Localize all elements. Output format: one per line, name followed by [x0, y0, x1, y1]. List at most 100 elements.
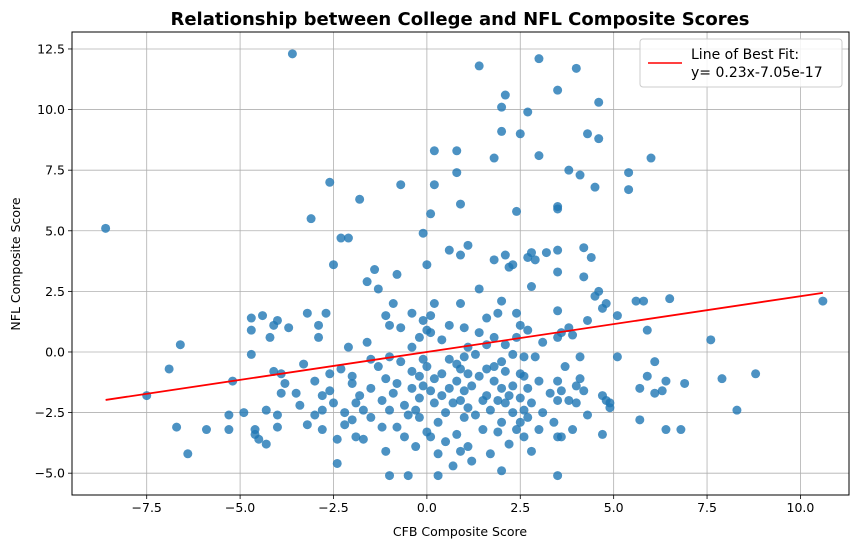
data-point	[396, 180, 406, 190]
data-point	[508, 381, 518, 391]
data-point	[650, 357, 660, 367]
data-point	[328, 260, 338, 270]
x-tick-label: 10.0	[787, 500, 815, 515]
data-point	[474, 284, 484, 294]
data-point	[534, 376, 544, 386]
legend-box	[639, 38, 843, 88]
data-point	[515, 320, 525, 330]
data-point	[575, 170, 585, 180]
data-point	[414, 393, 424, 403]
data-point	[519, 405, 529, 415]
data-point	[508, 349, 518, 359]
data-point	[444, 245, 454, 255]
data-point	[497, 102, 507, 112]
data-point	[284, 323, 294, 333]
data-point	[418, 228, 428, 238]
y-tick-label: 2.5	[45, 284, 65, 299]
data-point	[306, 214, 316, 224]
data-point	[456, 395, 465, 405]
data-point	[493, 395, 503, 405]
data-point	[493, 308, 503, 318]
data-point	[538, 337, 548, 347]
data-point	[291, 388, 301, 398]
data-point	[459, 412, 469, 422]
data-point	[489, 255, 499, 265]
data-point	[272, 422, 282, 432]
data-point	[485, 449, 495, 459]
data-point	[594, 134, 604, 144]
data-point	[612, 311, 622, 321]
data-point	[601, 298, 611, 308]
data-point	[340, 408, 350, 418]
data-point	[444, 354, 454, 364]
y-tick-label: 10.0	[37, 102, 65, 117]
data-point	[474, 61, 484, 71]
data-point	[512, 308, 522, 318]
data-point	[317, 425, 327, 435]
data-point	[444, 383, 454, 393]
best-fit-line	[105, 291, 823, 401]
data-point	[467, 381, 477, 391]
data-point	[362, 277, 372, 287]
data-point	[456, 446, 465, 456]
data-point	[556, 432, 566, 442]
fit-line-group	[105, 291, 823, 401]
data-point	[456, 199, 465, 209]
data-point	[650, 388, 660, 398]
data-point	[254, 434, 264, 444]
data-point	[325, 386, 335, 396]
data-point	[579, 243, 589, 253]
data-point	[381, 446, 391, 456]
data-point	[538, 408, 548, 418]
data-point	[590, 182, 600, 192]
data-point	[358, 434, 368, 444]
data-point	[463, 442, 473, 452]
data-point	[347, 415, 357, 425]
data-point	[261, 439, 271, 449]
x-tick-label: 7.5	[697, 500, 717, 515]
data-point	[732, 405, 742, 415]
data-point	[470, 349, 480, 359]
data-point	[459, 352, 469, 362]
data-point	[508, 408, 518, 418]
data-point	[553, 306, 563, 316]
data-point	[568, 330, 578, 340]
data-point	[515, 129, 525, 139]
data-point	[414, 371, 424, 381]
data-point	[497, 126, 507, 136]
data-point	[280, 378, 290, 388]
data-point	[175, 340, 185, 350]
data-point	[661, 425, 671, 435]
data-point	[332, 458, 342, 468]
data-point	[526, 398, 536, 408]
x-tick-label: −5.0	[225, 500, 255, 515]
data-point	[164, 364, 174, 374]
data-point	[485, 405, 495, 415]
data-point	[459, 323, 469, 333]
data-point	[526, 282, 536, 292]
data-point	[314, 332, 324, 342]
data-point	[605, 403, 615, 413]
data-point	[172, 422, 182, 432]
data-point	[489, 332, 499, 342]
data-point	[534, 425, 544, 435]
data-point	[512, 206, 522, 216]
data-point	[276, 388, 286, 398]
data-point	[403, 471, 413, 481]
data-point	[373, 284, 383, 294]
data-point	[482, 364, 492, 374]
data-point	[429, 398, 439, 408]
data-point	[403, 410, 413, 420]
data-point	[583, 129, 593, 139]
data-point	[519, 352, 529, 362]
data-point	[418, 354, 428, 364]
data-point	[489, 362, 499, 372]
data-point	[818, 296, 828, 306]
data-point	[717, 374, 727, 384]
data-point	[624, 185, 634, 195]
data-point	[381, 374, 391, 384]
data-point	[429, 298, 439, 308]
data-point	[463, 403, 473, 413]
data-point	[553, 245, 563, 255]
